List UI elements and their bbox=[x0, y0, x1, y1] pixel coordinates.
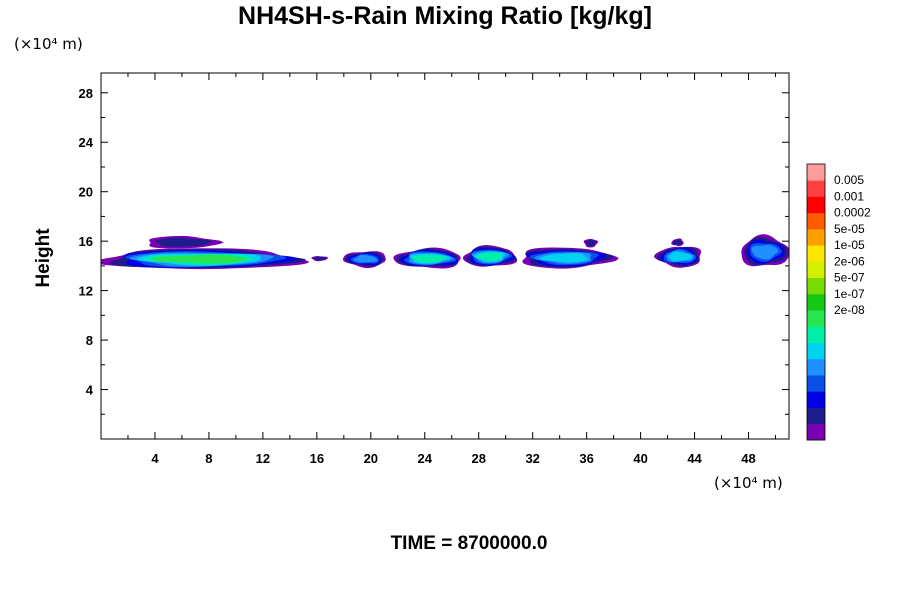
x-unit-label: (×10⁴ m) bbox=[714, 474, 783, 492]
colorbar-swatch bbox=[807, 196, 825, 214]
time-label: TIME = 8700000.0 bbox=[391, 533, 548, 554]
cloud-contour bbox=[585, 240, 596, 247]
colorbar-swatch bbox=[807, 326, 825, 343]
colorbar-swatch bbox=[807, 164, 825, 181]
colorbar-label: 5e-05 bbox=[834, 222, 865, 236]
y-tick-label: 28 bbox=[79, 86, 93, 101]
colorbar-frame bbox=[806, 163, 826, 441]
colorbar-swatch bbox=[807, 277, 825, 295]
cloud-contour bbox=[411, 254, 447, 263]
colorbar-label: 1e-07 bbox=[834, 287, 865, 301]
y-tick-label: 16 bbox=[79, 234, 93, 249]
cloud-contour bbox=[539, 253, 589, 263]
colorbar-swatch bbox=[807, 212, 825, 230]
x-tick-label: 24 bbox=[418, 451, 433, 466]
x-tick-label: 20 bbox=[364, 451, 378, 466]
colorbar-swatch bbox=[807, 228, 825, 246]
colorbar-label: 0.0002 bbox=[834, 206, 871, 220]
plot-frame bbox=[100, 72, 790, 440]
x-tick-label: 12 bbox=[256, 451, 270, 466]
x-tick-label: 16 bbox=[310, 451, 324, 466]
x-tick-label: 4 bbox=[151, 451, 159, 466]
colorbar-swatch bbox=[807, 261, 825, 279]
colorbar-swatch bbox=[807, 391, 825, 408]
colorbar-swatch bbox=[807, 245, 825, 262]
y-tick-label: 12 bbox=[79, 284, 93, 299]
cloud-contour bbox=[313, 256, 326, 261]
colorbar-swatch bbox=[807, 358, 825, 376]
colorbar-swatch bbox=[807, 293, 825, 311]
colorbar-swatch bbox=[807, 407, 825, 425]
x-tick-label: 48 bbox=[741, 451, 755, 466]
x-tick-label: 32 bbox=[525, 451, 539, 466]
y-axis-label: Height bbox=[33, 228, 54, 288]
y-unit-label: (×10⁴ m) bbox=[14, 35, 83, 53]
x-tick-label: 36 bbox=[579, 451, 593, 466]
colorbar-swatch bbox=[807, 423, 825, 441]
cloud-contour bbox=[668, 251, 692, 262]
y-tick-label: 24 bbox=[79, 135, 94, 150]
chart-title: NH4SH-s-Rain Mixing Ratio [kg/kg] bbox=[238, 2, 652, 30]
colorbar-swatch bbox=[807, 180, 825, 197]
cloud-contour bbox=[751, 244, 779, 260]
cloud-contour bbox=[155, 237, 212, 247]
cloud-contour bbox=[353, 255, 378, 263]
colorbar-label: 5e-07 bbox=[834, 271, 865, 285]
cloud-contour bbox=[475, 252, 502, 262]
mixing-ratio-field bbox=[101, 234, 789, 270]
y-tick-label: 8 bbox=[86, 333, 93, 348]
colorbar-label: 0.005 bbox=[834, 173, 864, 187]
colorbar-swatch bbox=[807, 375, 825, 392]
colorbar: 0.005 0.001 0.0002 5e-05 1e-05 2e-06 5e-07 1e-0… bbox=[806, 163, 871, 441]
colorbar-label: 1e-05 bbox=[834, 238, 865, 252]
colorbar-label: 2e-08 bbox=[834, 303, 865, 317]
cloud-contour bbox=[673, 239, 683, 245]
colorbar-swatch bbox=[807, 310, 825, 327]
colorbar-label: 2e-06 bbox=[834, 254, 865, 268]
x-tick-label: 40 bbox=[633, 451, 647, 466]
x-tick-label: 44 bbox=[687, 451, 702, 466]
y-tick-label: 4 bbox=[86, 383, 94, 398]
x-tick-label: 28 bbox=[471, 451, 485, 466]
cloud-contour bbox=[152, 254, 247, 264]
y-tick-label: 20 bbox=[79, 185, 93, 200]
colorbar-swatch bbox=[807, 342, 825, 360]
colorbar-label: 0.001 bbox=[834, 189, 864, 203]
x-tick-label: 8 bbox=[205, 451, 212, 466]
